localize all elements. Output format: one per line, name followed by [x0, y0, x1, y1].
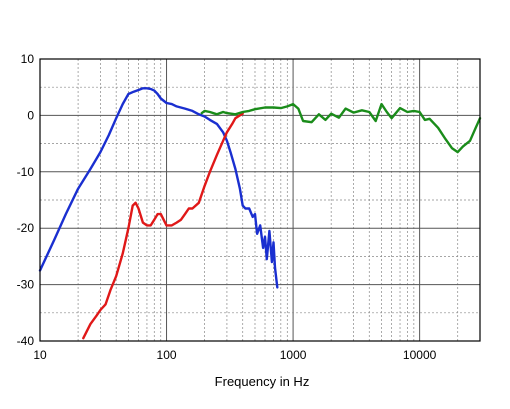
x-tick-label: 100 [157, 348, 177, 362]
y-tick-label: -20 [17, 221, 35, 235]
series-line-red [82, 112, 244, 340]
y-tick-label: -10 [17, 165, 35, 179]
plot-frame [39, 58, 481, 342]
x-tick-label: 10 [33, 348, 47, 362]
y-tick-label: 0 [27, 108, 34, 122]
x-axis-title: Frequency in Hz [215, 374, 310, 389]
y-tick-label: -40 [17, 334, 35, 348]
series-line-green [200, 102, 482, 154]
y-tick-label: 10 [21, 52, 35, 66]
x-tick-label: 10000 [403, 348, 437, 362]
y-tick-label: -30 [17, 278, 35, 292]
grid-lines [40, 59, 480, 341]
x-tick-label: 1000 [280, 348, 307, 362]
series-lines [38, 87, 482, 340]
series-line-blue [38, 87, 279, 289]
